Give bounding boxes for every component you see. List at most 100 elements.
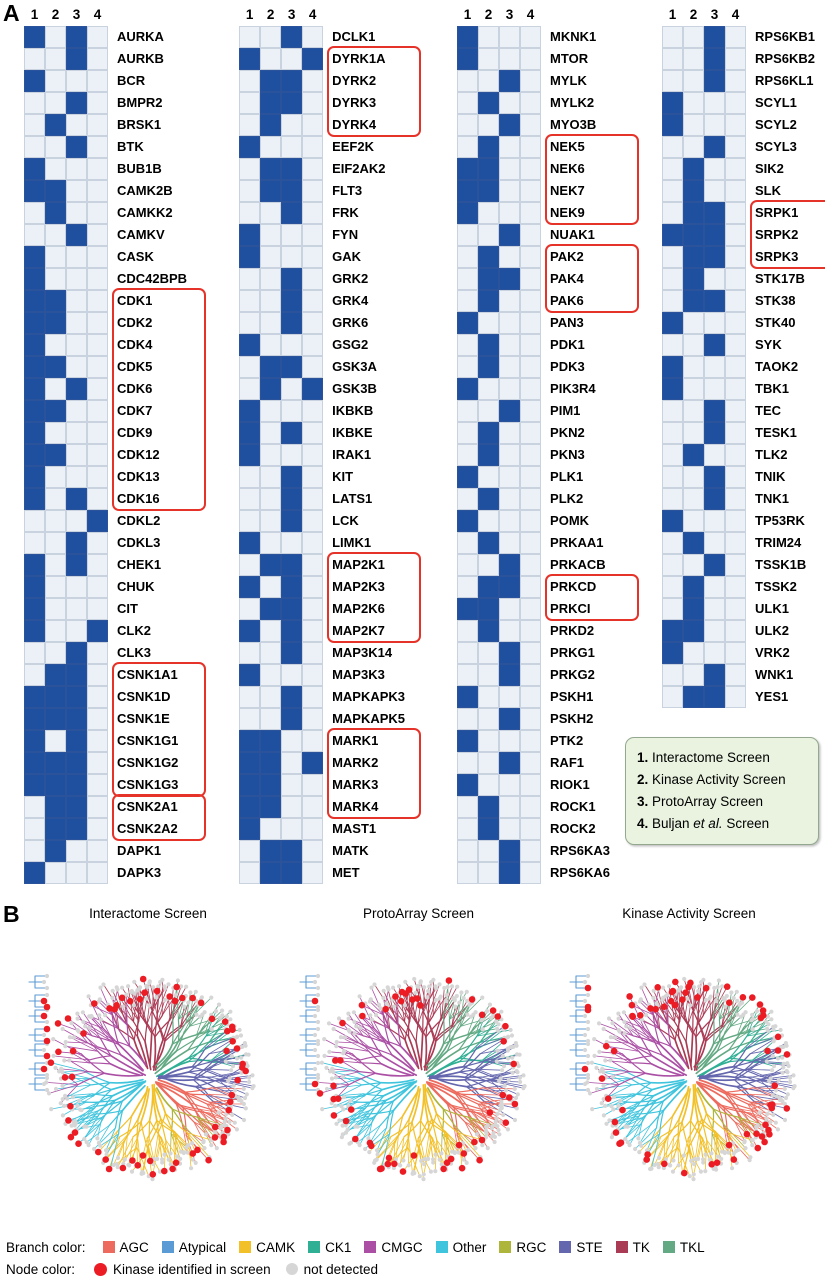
cell-filled [683, 620, 705, 642]
kinase-hit-node [757, 1014, 765, 1022]
cell-empty [302, 224, 324, 246]
cell-empty [725, 48, 747, 70]
gene-label: CSNK1G3 [117, 777, 179, 792]
cell-filled [281, 92, 303, 114]
cell-empty [725, 686, 747, 708]
kinase-hit-node [416, 1002, 424, 1009]
cell-filled [499, 70, 521, 92]
cell-empty [478, 752, 500, 774]
heatmap-row: DAPK1 [24, 840, 187, 862]
cell-filled [66, 532, 87, 554]
cell-empty [725, 312, 747, 334]
cell-empty [725, 598, 747, 620]
gene-label: CHUK [117, 579, 155, 594]
cell-empty [478, 686, 500, 708]
kinase-hit-node [637, 1012, 644, 1019]
branch-legend-item-camk: CAMK [226, 1240, 295, 1255]
kinase-hit-node [612, 1129, 620, 1136]
cell-empty [239, 642, 261, 664]
color-swatch [102, 1241, 115, 1253]
cell-empty [520, 730, 542, 752]
cell-empty [302, 664, 324, 686]
cell-empty [683, 114, 705, 136]
cell-empty [302, 158, 324, 180]
kinase-hit-node [730, 1156, 738, 1163]
cell-empty [457, 664, 479, 686]
gene-label: MTOR [550, 51, 589, 66]
kinase-hit-node [228, 1091, 236, 1099]
cell-empty [87, 554, 108, 576]
gene-label: WNK1 [755, 667, 794, 682]
cell-filled [66, 554, 87, 576]
cell-filled [260, 356, 282, 378]
cell-filled [24, 444, 45, 466]
gene-label: CDK5 [117, 359, 153, 374]
cell-empty [302, 708, 324, 730]
kinase-hit-node [652, 1005, 659, 1013]
cell-filled [704, 136, 726, 158]
heatmap-row: SRPK1 [662, 202, 815, 224]
cell-empty [87, 862, 108, 884]
cell-empty [260, 444, 282, 466]
cell-filled [478, 246, 500, 268]
gene-label: GSG2 [332, 337, 369, 352]
heatmap-row: WNK1 [662, 664, 815, 686]
cell-filled [239, 818, 261, 840]
kinase-hit-node [54, 1020, 62, 1027]
heatmap-row: MAP2K6 [239, 598, 405, 620]
gene-label: RPS6KL1 [755, 73, 814, 88]
kinase-hit-node [197, 999, 205, 1007]
cell-filled [683, 444, 705, 466]
cell-empty [239, 554, 261, 576]
cell-filled [239, 532, 261, 554]
gene-label: TNIK [755, 469, 786, 484]
cell-empty [725, 70, 747, 92]
cell-filled [683, 180, 705, 202]
branch-legend-item-ck1: CK1 [295, 1240, 351, 1255]
cell-empty [260, 576, 282, 598]
cell-empty [478, 510, 500, 532]
heatmap-row: PTK2 [457, 730, 610, 752]
cell-empty [725, 642, 747, 664]
cell-filled [704, 290, 726, 312]
cell-empty [662, 180, 684, 202]
cell-empty [457, 752, 479, 774]
cell-empty [281, 136, 303, 158]
cell-empty [662, 422, 684, 444]
gene-label: VRK2 [755, 645, 790, 660]
cell-filled [704, 466, 726, 488]
tree-title: Interactome Screen [89, 906, 207, 921]
kinase-hit-node [611, 1118, 619, 1126]
cell-empty [457, 114, 479, 136]
cell-filled [478, 290, 500, 312]
heatmap-row: ROCK2 [457, 818, 610, 840]
cell-filled [45, 290, 66, 312]
heatmap-row: CDK9 [24, 422, 187, 444]
cell-empty [66, 290, 87, 312]
gene-label: MARK3 [332, 777, 379, 792]
heatmap-row: PAK4 [457, 268, 610, 290]
cell-filled [662, 312, 684, 334]
cell-empty [281, 752, 303, 774]
cell-filled [499, 224, 521, 246]
cell-empty [260, 466, 282, 488]
cell-filled [24, 686, 45, 708]
heatmap-row: CDKL3 [24, 532, 187, 554]
heatmap-row: PKN2 [457, 422, 610, 444]
cell-empty [662, 334, 684, 356]
gene-label: MAP3K14 [332, 645, 393, 660]
cell-empty [66, 246, 87, 268]
cell-empty [520, 708, 542, 730]
cell-empty [45, 620, 66, 642]
gene-label: RPS6KB2 [755, 51, 815, 66]
cell-empty [281, 334, 303, 356]
cell-filled [24, 598, 45, 620]
cell-empty [281, 224, 303, 246]
cell-filled [239, 444, 261, 466]
cell-empty [457, 356, 479, 378]
cell-empty [24, 840, 45, 862]
branch-group-name: CK1 [325, 1239, 352, 1255]
gene-label: MAP2K7 [332, 623, 385, 638]
cell-filled [683, 246, 705, 268]
cell-empty [499, 598, 521, 620]
